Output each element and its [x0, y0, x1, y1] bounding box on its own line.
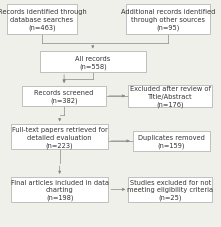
- FancyBboxPatch shape: [128, 177, 212, 202]
- Text: Additional records identified
through other sources
(n=95): Additional records identified through ot…: [121, 9, 215, 31]
- Text: All records
(n=558): All records (n=558): [75, 55, 110, 69]
- FancyBboxPatch shape: [128, 85, 212, 108]
- FancyBboxPatch shape: [126, 5, 210, 35]
- Text: Duplicates removed
(n=159): Duplicates removed (n=159): [138, 134, 205, 148]
- FancyBboxPatch shape: [11, 125, 108, 150]
- Text: Excluded after review of
Title/Abstract
(n=176): Excluded after review of Title/Abstract …: [130, 86, 211, 107]
- Text: Records screened
(n=382): Records screened (n=382): [34, 89, 94, 104]
- FancyBboxPatch shape: [7, 5, 77, 35]
- FancyBboxPatch shape: [133, 132, 210, 151]
- FancyBboxPatch shape: [11, 177, 108, 202]
- Text: Final articles included in data
charting
(n=198): Final articles included in data charting…: [11, 179, 109, 200]
- Text: Studies excluded for not
meeting eligibility criteria
(n=25): Studies excluded for not meeting eligibi…: [127, 179, 213, 200]
- Text: Records identified through
database searches
(n=463): Records identified through database sear…: [0, 9, 86, 31]
- Text: Full-text papers retrieved for
detailed evaluation
(n=223): Full-text papers retrieved for detailed …: [12, 127, 108, 148]
- FancyBboxPatch shape: [40, 52, 146, 73]
- FancyBboxPatch shape: [22, 86, 106, 107]
